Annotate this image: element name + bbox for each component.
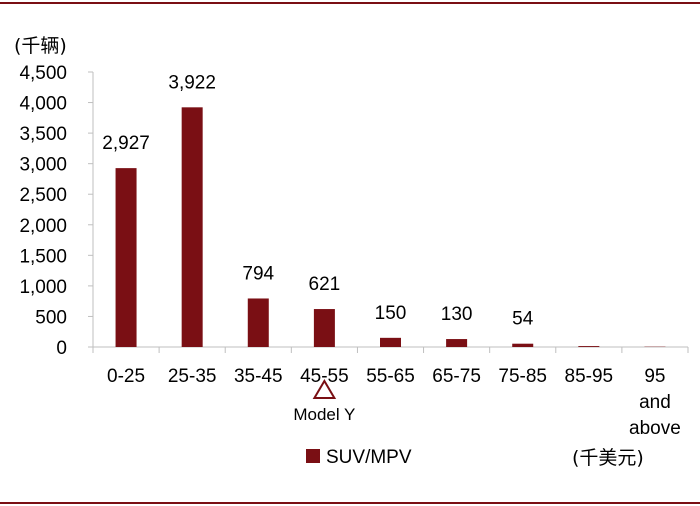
x-unit-label: (千美元) [572, 447, 644, 469]
x-tick-label: 95 and above [629, 366, 681, 439]
annotation: Model Y [293, 379, 355, 424]
x-tick-label: 0-25 [107, 366, 145, 387]
bar [512, 343, 534, 347]
legend-swatch [306, 449, 320, 463]
bar [380, 337, 401, 347]
x-tick-label: 45-55 [300, 366, 349, 387]
x-tick-label: 35-45 [234, 366, 283, 387]
bar [578, 346, 600, 347]
data-labels: 2,927 3,922 794 621 150 130 54 [102, 72, 533, 329]
data-label: 794 [242, 263, 274, 284]
annotation-label: Model Y [293, 405, 355, 424]
y-unit-label: (千辆) [14, 35, 67, 57]
y-tick-label: 4,500 [19, 63, 67, 84]
x-tick-label: 55-65 [366, 366, 415, 387]
y-tick-label: 3,000 [19, 155, 67, 176]
data-label: 150 [375, 303, 407, 324]
y-tick-label: 3,500 [19, 124, 67, 145]
data-label: 2,927 [102, 133, 150, 154]
y-tick-label: 2,500 [19, 185, 67, 206]
bar [446, 339, 468, 347]
y-tick-label: 500 [35, 307, 67, 328]
data-label: 54 [512, 309, 534, 330]
bar [115, 168, 137, 347]
bar [313, 309, 335, 347]
x-tick-label: 85-95 [565, 366, 614, 387]
x-tick-label: 25-35 [168, 366, 217, 387]
x-tick-label: 65-75 [432, 366, 481, 387]
y-tick-label: 2,000 [19, 216, 67, 237]
y-tick-label: 0 [56, 338, 67, 359]
data-label: 621 [309, 274, 341, 295]
y-axis: 0 500 1,000 1,500 2,000 2,500 3,000 3,500 4,000 4… [19, 63, 94, 359]
y-tick-label: 4,000 [19, 94, 67, 115]
bar [247, 298, 269, 347]
legend: SUV/MPV [306, 447, 412, 468]
bars [115, 107, 666, 347]
y-tick-label: 1,000 [19, 277, 67, 298]
bar [181, 107, 203, 347]
legend-label: SUV/MPV [326, 447, 412, 468]
x-tick-label: 75-85 [498, 366, 547, 387]
x-axis: 0-25 25-35 35-45 45-55 55-65 65-75 75-85 85-95 9… [92, 346, 689, 439]
data-label: 130 [441, 304, 473, 325]
y-tick-label: 1,500 [19, 246, 67, 267]
triangle-marker-icon [312, 379, 337, 399]
data-label: 3,922 [168, 72, 216, 93]
